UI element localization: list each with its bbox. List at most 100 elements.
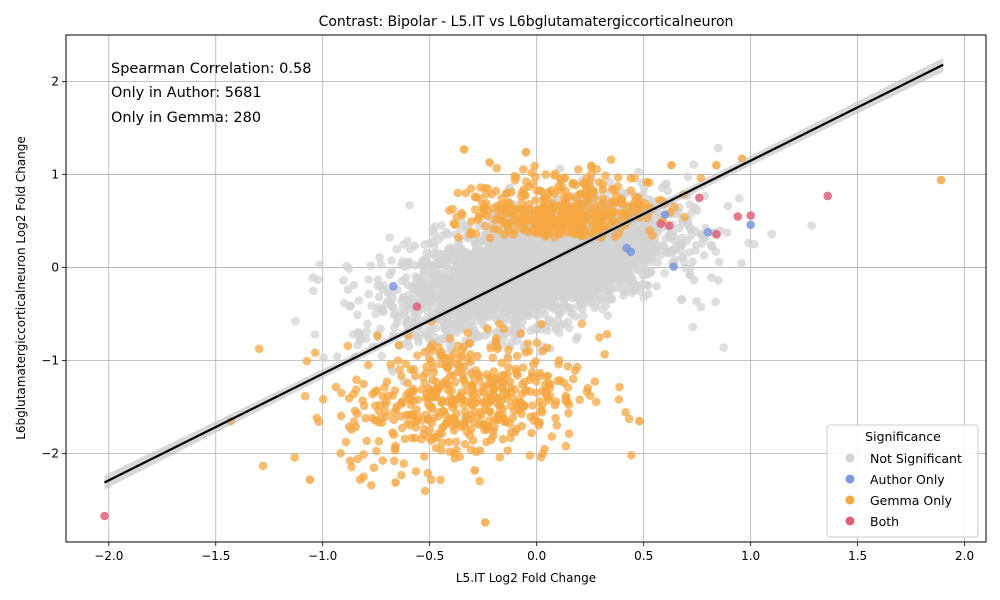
point-gemma-only <box>390 444 400 453</box>
point-not-significant <box>471 304 480 314</box>
point-gemma-only <box>521 347 530 357</box>
point-gemma-only <box>537 319 546 329</box>
point-gemma-only <box>563 362 572 371</box>
point-not-significant <box>396 260 406 269</box>
point-gemma-only <box>498 410 507 420</box>
point-both <box>746 211 755 220</box>
point-gemma-only <box>594 178 604 187</box>
point-gemma-only <box>254 344 264 354</box>
point-not-significant <box>633 262 642 272</box>
point-not-significant <box>446 273 456 283</box>
point-gemma-only <box>380 383 389 392</box>
point-not-significant <box>420 240 429 249</box>
legend-marker-gemma-only <box>845 495 855 505</box>
point-gemma-only <box>378 456 388 465</box>
point-not-significant <box>644 289 653 299</box>
point-gemma-only <box>453 341 463 351</box>
point-not-significant <box>291 316 300 326</box>
point-gemma-only <box>537 187 546 196</box>
regression-line <box>104 63 944 484</box>
point-author-only <box>622 243 631 253</box>
point-gemma-only <box>460 439 470 449</box>
point-not-significant <box>679 258 689 267</box>
point-gemma-only <box>461 396 470 406</box>
point-gemma-only <box>564 429 574 439</box>
point-gemma-only <box>545 210 554 220</box>
point-gemma-only <box>499 324 509 334</box>
point-gemma-only <box>527 372 537 381</box>
point-gemma-only <box>467 381 477 390</box>
point-gemma-only <box>554 356 564 365</box>
point-not-significant <box>559 319 569 329</box>
point-not-significant <box>470 328 480 338</box>
point-gemma-only <box>432 432 442 442</box>
point-not-significant <box>463 313 473 323</box>
point-gemma-only <box>530 161 539 171</box>
legend-marker-author-only <box>845 474 855 484</box>
plot-frame <box>65 34 987 543</box>
point-not-significant <box>431 264 440 274</box>
x-tick-label: 2.0 <box>955 549 974 563</box>
point-gemma-only <box>497 382 507 392</box>
point-gemma-only <box>511 364 521 374</box>
point-not-significant <box>319 353 329 363</box>
point-gemma-only <box>349 417 359 426</box>
point-gemma-only <box>374 437 384 446</box>
point-gemma-only <box>404 388 414 397</box>
point-not-significant <box>490 312 500 322</box>
point-gemma-only <box>463 328 473 338</box>
point-not-significant <box>641 242 650 251</box>
point-gemma-only <box>362 436 372 446</box>
point-gemma-only <box>571 180 580 190</box>
point-not-significant <box>667 245 677 255</box>
point-gemma-only <box>464 339 474 348</box>
point-gemma-only <box>442 379 451 388</box>
point-gemma-only <box>606 155 616 164</box>
point-not-significant <box>451 284 461 294</box>
point-not-significant <box>377 351 387 361</box>
point-not-significant <box>737 259 746 268</box>
point-gemma-only <box>578 219 587 228</box>
point-gemma-only <box>331 382 341 392</box>
point-not-significant <box>605 178 615 187</box>
point-both <box>656 219 666 229</box>
point-gemma-only <box>475 446 485 455</box>
point-not-significant <box>445 264 455 274</box>
point-not-significant <box>578 256 588 265</box>
point-gemma-only <box>427 392 436 402</box>
point-gemma-only <box>462 427 472 437</box>
point-gemma-only-outliers <box>459 145 469 154</box>
point-not-significant <box>475 236 485 245</box>
point-not-significant <box>481 271 490 281</box>
point-gemma-only <box>517 421 527 431</box>
point-gemma-only <box>506 387 516 396</box>
point-gemma-only <box>504 345 513 355</box>
point-gemma-only <box>423 414 433 424</box>
point-gemma-only <box>436 445 446 455</box>
point-gemma-only-outliers <box>485 158 494 167</box>
point-gemma-only <box>406 365 416 374</box>
point-gemma-only <box>547 198 557 208</box>
point-gemma-only <box>489 385 499 395</box>
point-not-significant <box>696 302 706 312</box>
point-author-only <box>669 262 678 271</box>
point-gemma-only <box>584 186 593 195</box>
point-not-significant <box>387 301 396 310</box>
point-gemma-only <box>680 212 689 222</box>
point-not-significant <box>638 271 648 280</box>
point-gemma-only <box>359 379 368 389</box>
legend-marker-not-significant <box>845 453 855 463</box>
point-not-significant <box>458 285 468 295</box>
point-author-only <box>660 210 670 219</box>
point-not-significant <box>561 269 571 278</box>
point-gemma-only <box>397 371 406 381</box>
point-not-significant <box>686 264 695 273</box>
point-not-significant <box>546 300 556 309</box>
point-gemma-only <box>623 202 632 211</box>
point-not-significant <box>366 261 376 270</box>
point-not-significant <box>634 238 644 248</box>
x-tick-label: −1.5 <box>201 549 230 563</box>
point-both <box>823 191 832 201</box>
point-author-only <box>389 281 398 291</box>
point-gemma-only <box>476 183 485 192</box>
